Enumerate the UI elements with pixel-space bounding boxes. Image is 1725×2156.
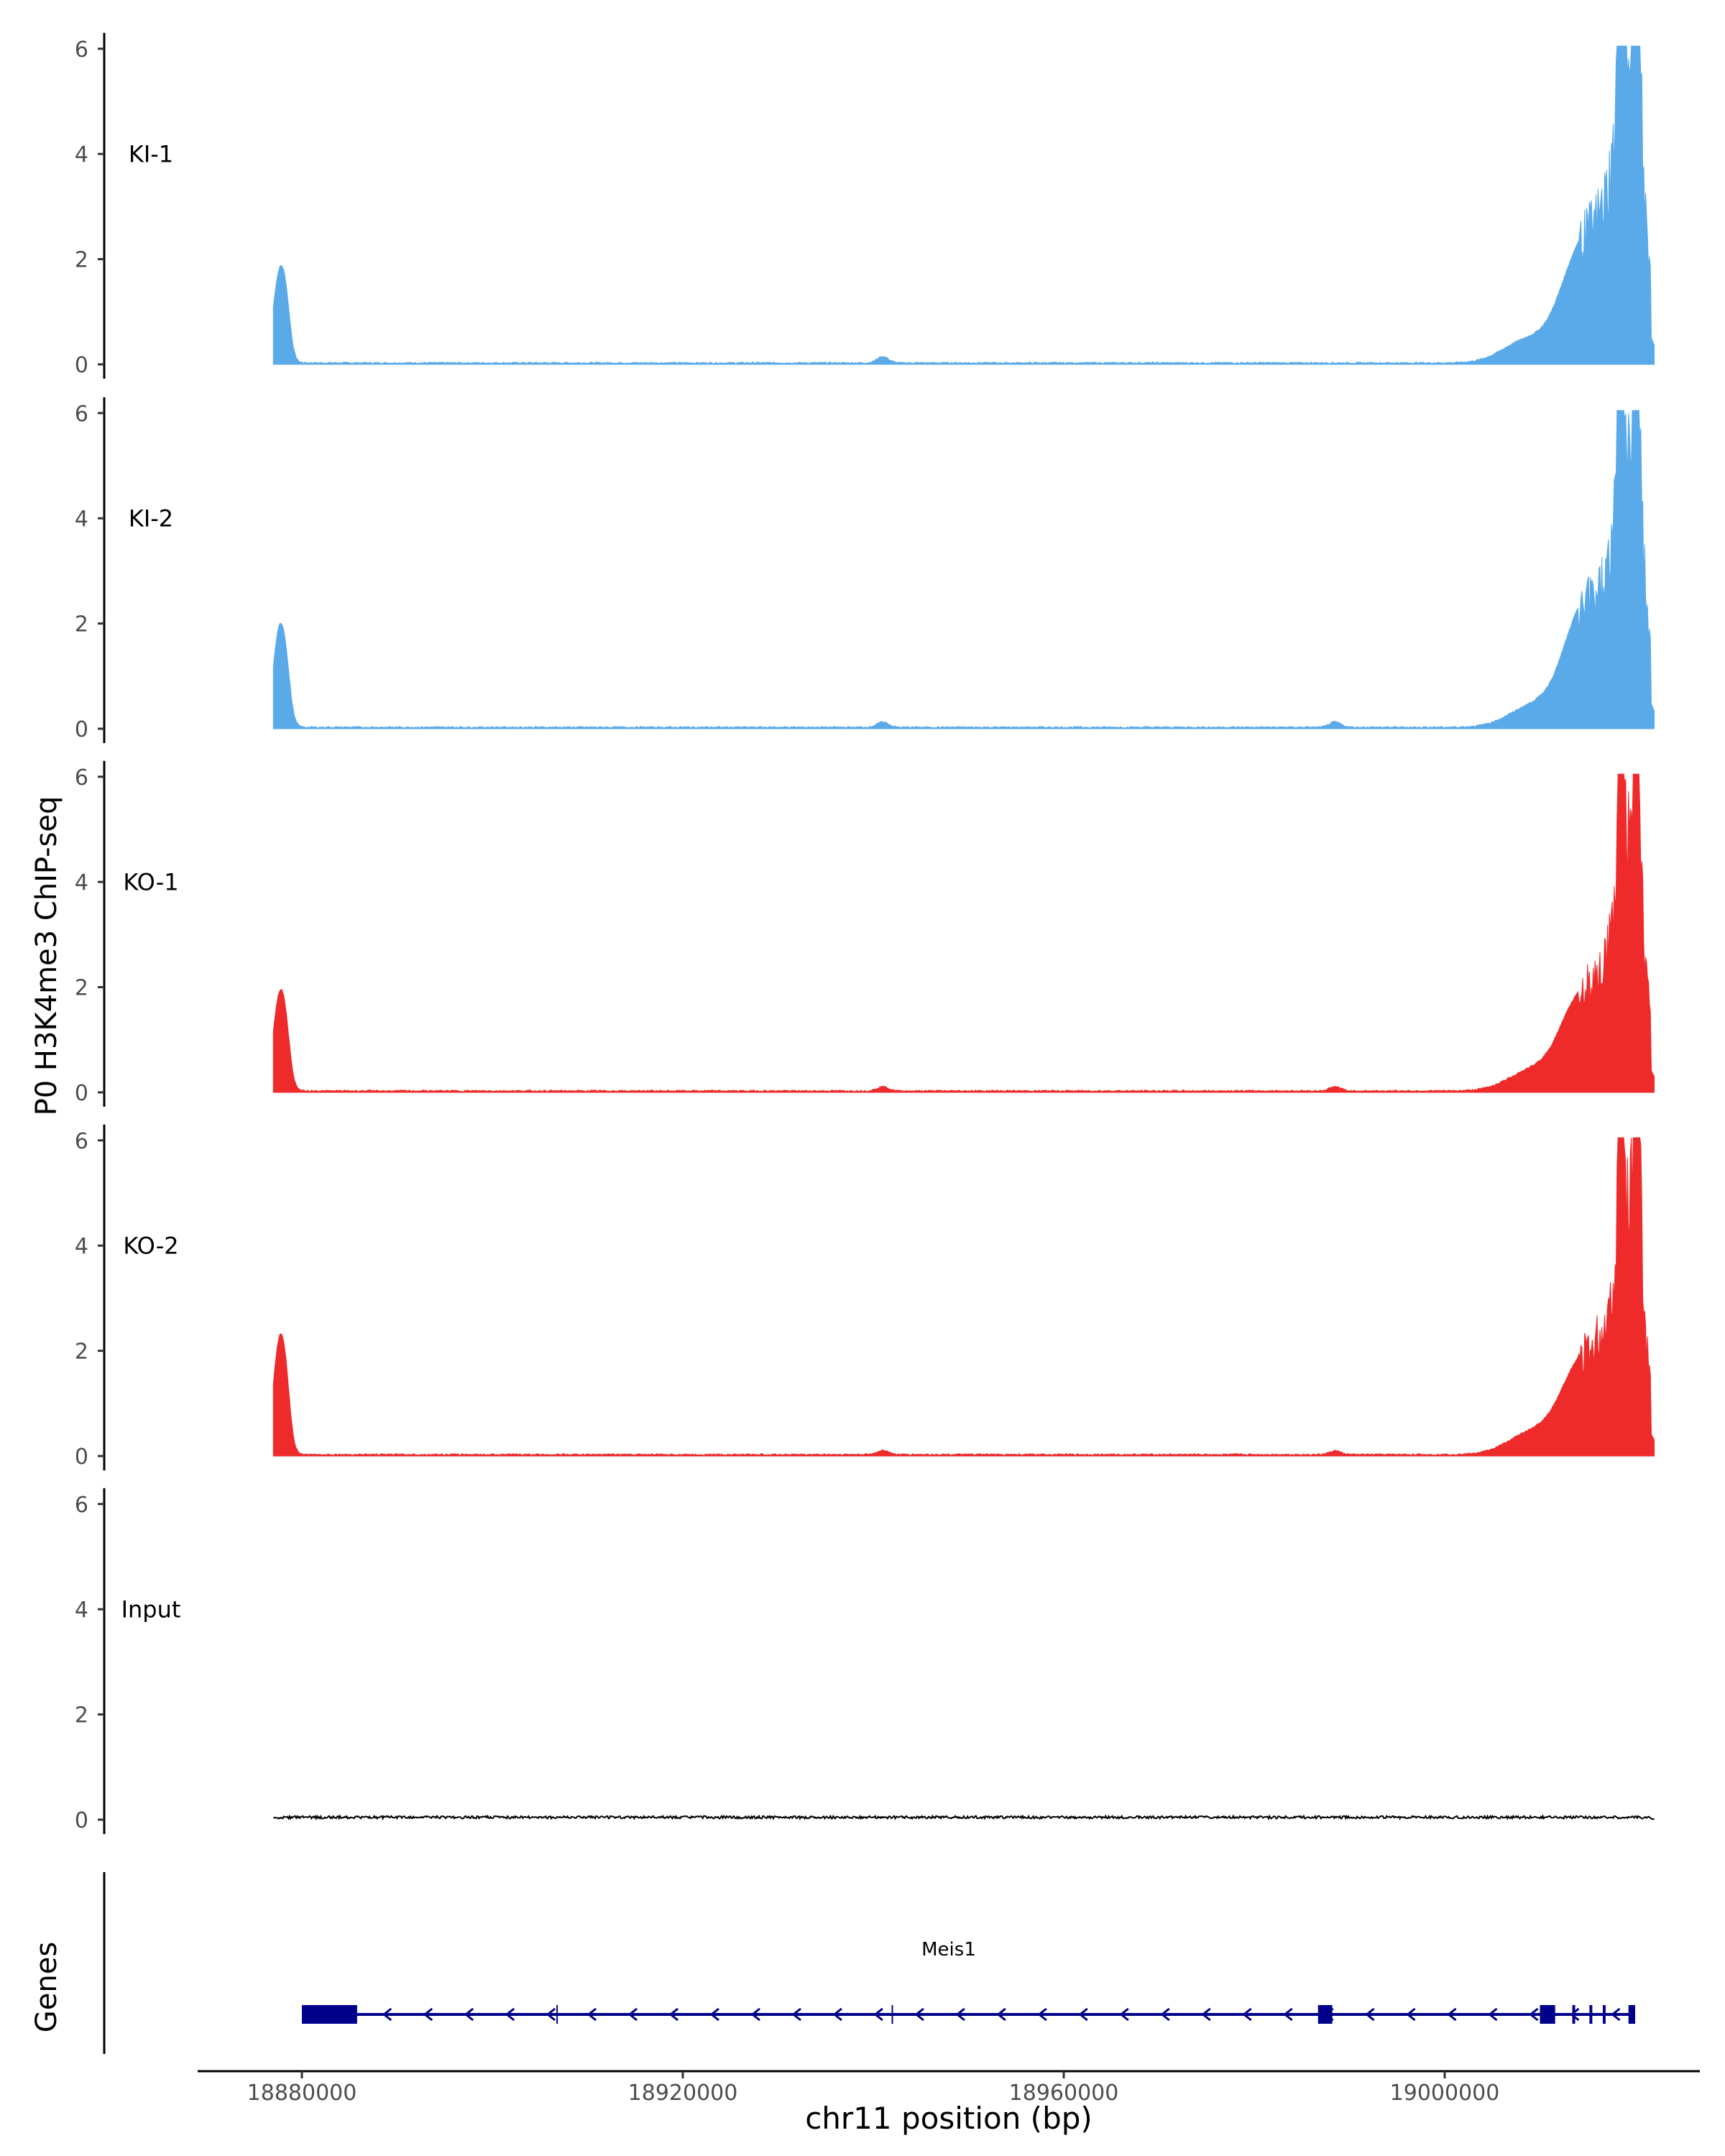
strand-arrow (1078, 2007, 1088, 2022)
strand-arrow (873, 2007, 883, 2022)
gene-exon (1317, 2005, 1333, 2024)
track-ko-2: 0 2 4 6 KO-2 (75, 1124, 1655, 1470)
y-tick-label: 6 (75, 1493, 88, 1518)
track-ki-1: 0 2 4 6 KI-1 (75, 32, 1655, 379)
y-tick-label: 0 (75, 717, 88, 742)
strand-arrow (1611, 2007, 1621, 2022)
strand-arrow (586, 2007, 597, 2022)
strand-arrow (1283, 2007, 1293, 2022)
signal-input (273, 1814, 1655, 1821)
y-tick-label: 6 (75, 402, 88, 427)
strand-arrow (1447, 2007, 1457, 2022)
gene-exon (302, 2005, 357, 2024)
strand-arrow (955, 2007, 965, 2022)
genes-track-title: Genes (30, 1942, 63, 2032)
strand-arrow (1529, 2007, 1539, 2022)
track-label: KI-1 (129, 140, 173, 167)
gene-exon (1572, 2005, 1576, 2024)
track-ko-1: 0 2 4 6 KO-1 (75, 760, 1655, 1107)
signal-tracks: 0 2 4 6 KI-1 0 2 4 6 KI-2 0 2 4 6 KO-1 0 2 4 6 KO-2 0 2 4 6 Inpu… (75, 32, 1655, 1834)
y-tick-label: 4 (75, 870, 88, 895)
signal-ki-1 (272, 45, 1655, 365)
y-axis-title: P0 H3K4me3 ChIP-seq (30, 796, 63, 1116)
x-axis-title: chr11 position (bp) (805, 2101, 1092, 2136)
track-input: 0 2 4 6 Input (75, 1488, 1655, 1834)
x-axis: 18880000 18920000 18960000 19000000 (198, 2070, 1700, 2106)
strand-arrow (505, 2007, 515, 2022)
gene-label: Meis1 (921, 1939, 976, 1961)
y-tick-label: 0 (75, 353, 88, 378)
strand-arrow (914, 2007, 924, 2022)
strand-arrow (1119, 2007, 1129, 2022)
track-label: KO-1 (123, 868, 178, 895)
strand-arrow (464, 2007, 474, 2022)
y-tick-label: 6 (75, 1129, 88, 1154)
strand-arrow (423, 2007, 433, 2022)
strand-arrow (1406, 2007, 1416, 2022)
strand-arrow (382, 2007, 392, 2022)
y-tick-label: 2 (75, 1703, 88, 1728)
y-tick-label: 4 (75, 1234, 88, 1259)
strand-arrow (1365, 2007, 1375, 2022)
strand-arrow (791, 2007, 801, 2022)
strand-arrow (750, 2007, 760, 2022)
strand-arrow (627, 2007, 638, 2022)
gene-exon (1589, 2005, 1593, 2024)
strand-arrow (1037, 2007, 1047, 2022)
y-tick-label: 2 (75, 1340, 88, 1365)
y-tick-label: 2 (75, 612, 88, 637)
strand-arrow (1160, 2007, 1170, 2022)
y-tick-label: 4 (75, 507, 88, 532)
gene-exon (1628, 2005, 1635, 2024)
x-tick-label: 18960000 (1009, 2081, 1119, 2106)
y-tick-label: 0 (75, 1445, 88, 1470)
y-tick-label: 6 (75, 37, 88, 63)
gene-exon (1540, 2005, 1555, 2024)
y-tick-label: 2 (75, 976, 88, 1001)
x-tick-label: 18880000 (247, 2081, 357, 2106)
signal-ki-2 (272, 410, 1655, 729)
y-tick-label: 0 (75, 1808, 88, 1833)
y-tick-label: 2 (75, 248, 88, 273)
track-label: KO-2 (123, 1232, 178, 1259)
y-tick-label: 0 (75, 1081, 88, 1106)
track-ki-2: 0 2 4 6 KI-2 (75, 397, 1655, 743)
genes-track: Meis1 (103, 1872, 1635, 2054)
y-tick-label: 6 (75, 765, 88, 791)
y-tick-label: 4 (75, 1598, 88, 1623)
strand-arrow (668, 2007, 679, 2022)
strand-arrow (1242, 2007, 1252, 2022)
signal-ko-2 (272, 1137, 1655, 1457)
strand-arrow (709, 2007, 719, 2022)
gene-exon (1602, 2005, 1606, 2024)
strand-arrow (1570, 2007, 1580, 2022)
x-tick-label: 18920000 (628, 2081, 738, 2106)
strand-arrow (546, 2007, 556, 2022)
strand-arrow (1201, 2007, 1211, 2022)
strand-arrow (1488, 2007, 1498, 2022)
x-tick-label: 19000000 (1390, 2081, 1500, 2106)
strand-arrow (996, 2007, 1006, 2022)
track-label: KI-2 (129, 505, 173, 532)
signal-ko-1 (272, 773, 1655, 1093)
y-tick-label: 4 (75, 142, 88, 167)
strand-arrow (832, 2007, 842, 2022)
track-label: Input (121, 1595, 181, 1623)
